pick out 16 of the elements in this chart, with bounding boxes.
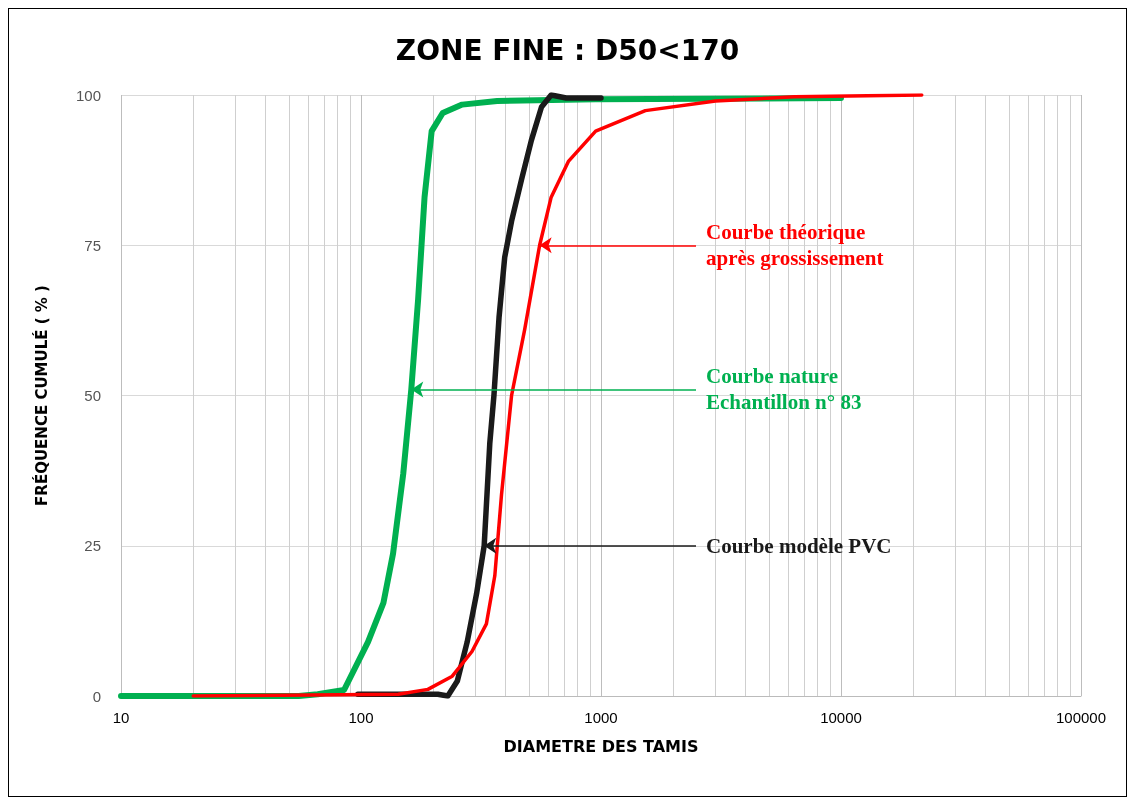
y-tick-label: 75	[84, 236, 101, 254]
annotation: Courbe nature Echantillon n° 83	[706, 364, 862, 415]
y-tick-label: 25	[84, 537, 101, 555]
y-tick-label: 50	[84, 387, 101, 404]
y-axis-title: FRÉQUENCE CUMULÉ ( % )	[31, 285, 51, 506]
annotation: Courbe théorique après grossissement	[706, 220, 884, 271]
y-tick-label: 100	[75, 86, 101, 104]
annotation: Courbe modèle PVC	[706, 533, 892, 558]
x-tick-label: 10	[112, 709, 130, 726]
y-tick-label: 0	[92, 687, 101, 705]
x-tick-label: 1000	[584, 709, 618, 726]
chart-title: ZONE FINE : D50<170	[395, 33, 740, 67]
x-tick-label: 100000	[1055, 709, 1107, 726]
x-axis-title: DIAMETRE DES TAMIS	[503, 736, 699, 756]
x-tick-label: 100	[348, 709, 374, 726]
x-tick-label: 10000	[820, 709, 862, 726]
